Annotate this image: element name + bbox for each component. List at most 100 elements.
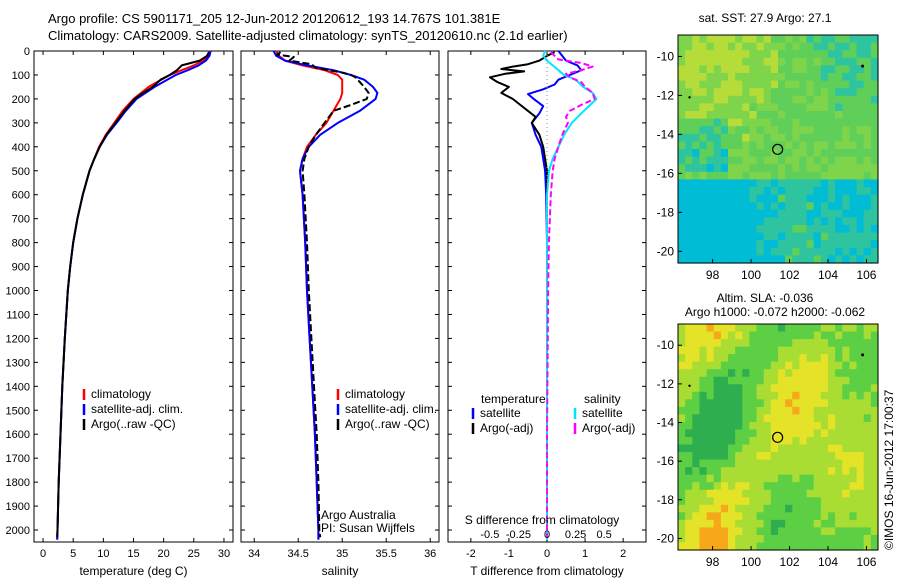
map-cell	[770, 225, 779, 234]
map-cell	[863, 65, 872, 74]
map-cell	[735, 429, 743, 438]
map-cell	[685, 324, 693, 333]
map-cell	[685, 534, 693, 544]
map-cell	[742, 187, 751, 196]
map-cell	[799, 339, 808, 348]
map-cell	[756, 156, 765, 165]
imos-timestamp-label: ©IMOS 16-Jun-2012 17:00:37	[882, 389, 896, 550]
map-cell	[706, 247, 715, 256]
map-cell	[863, 164, 872, 173]
map-cell	[735, 437, 743, 446]
map-cell	[849, 497, 858, 506]
map-cell	[778, 111, 786, 120]
map-cell	[699, 339, 708, 348]
map-cell	[699, 73, 708, 82]
map-cell	[856, 164, 865, 173]
map-cell	[756, 406, 765, 415]
map-cell	[728, 534, 736, 544]
map-cell	[728, 118, 736, 127]
island-marker	[688, 384, 691, 388]
map-cell	[728, 489, 736, 498]
map-cell	[863, 384, 872, 393]
map-cell	[713, 225, 722, 234]
map-cell	[856, 255, 865, 264]
map-cell	[813, 80, 822, 89]
map-cell	[706, 42, 715, 51]
map-cell	[835, 339, 843, 348]
map-cell	[756, 429, 765, 438]
map-cell	[792, 542, 801, 551]
map-cell	[820, 57, 829, 66]
x-tick-label: 10	[97, 548, 109, 560]
map-cell	[706, 187, 715, 196]
map-cell	[785, 88, 793, 97]
map-cell	[863, 361, 872, 370]
map-cell	[778, 95, 786, 104]
map-cell	[713, 406, 722, 415]
map-cell	[706, 459, 715, 468]
s-tick-label: -0.5	[480, 529, 499, 541]
map-cell	[699, 118, 708, 127]
map-cell	[749, 179, 758, 188]
map-cell	[863, 331, 872, 340]
map-cell	[742, 225, 751, 234]
map-cell	[728, 512, 736, 521]
map-cell	[735, 156, 743, 165]
map-cell	[720, 497, 729, 506]
map-cell	[813, 444, 822, 453]
map-cell	[756, 376, 765, 385]
map-cell	[756, 534, 765, 544]
map-cell	[685, 391, 693, 400]
map-cell	[785, 369, 793, 378]
map-cell	[699, 512, 708, 521]
map-cell	[870, 202, 879, 211]
map-cell	[778, 421, 786, 431]
map-cell	[828, 519, 836, 528]
map-cell	[863, 255, 872, 264]
map-cell	[856, 474, 865, 483]
map-cell	[742, 194, 751, 203]
map-cell	[770, 103, 779, 112]
map-cell	[799, 225, 808, 234]
map-cell	[792, 156, 801, 165]
map-cell	[699, 361, 708, 370]
map-cell	[828, 482, 836, 491]
map-cell	[849, 346, 858, 355]
map-cell	[820, 391, 829, 400]
map-cell	[792, 240, 801, 249]
map-cell	[699, 35, 708, 44]
map-cell	[870, 103, 879, 112]
map-cell	[799, 232, 808, 241]
map-cell	[792, 65, 801, 74]
map-cell	[770, 467, 779, 476]
map-cell	[685, 149, 693, 158]
map-cell	[685, 399, 693, 408]
map-cell	[735, 209, 743, 218]
map-cell	[799, 429, 808, 438]
map-cell	[706, 171, 715, 180]
map-cell	[735, 187, 743, 196]
map-cell	[763, 35, 772, 44]
map-cell	[713, 209, 722, 218]
map-cell	[763, 482, 772, 491]
map-cell	[728, 126, 736, 135]
map-cell	[706, 361, 715, 370]
map-cell	[828, 376, 836, 385]
map-cell	[842, 444, 851, 453]
map-cell	[856, 459, 865, 468]
map-cell	[828, 194, 836, 203]
map-cell	[842, 504, 851, 513]
map-cell	[706, 95, 715, 104]
map-cell	[678, 164, 686, 173]
map-cell	[713, 156, 722, 165]
map-cell	[828, 80, 836, 89]
map-cell	[849, 361, 858, 370]
map-cell	[735, 542, 743, 551]
map-cell	[835, 42, 843, 51]
map-cell	[849, 474, 858, 483]
map-cell	[742, 542, 751, 551]
map-cell	[778, 324, 786, 333]
map-cell	[685, 444, 693, 453]
island-marker	[861, 353, 865, 357]
map-cell	[735, 361, 743, 370]
